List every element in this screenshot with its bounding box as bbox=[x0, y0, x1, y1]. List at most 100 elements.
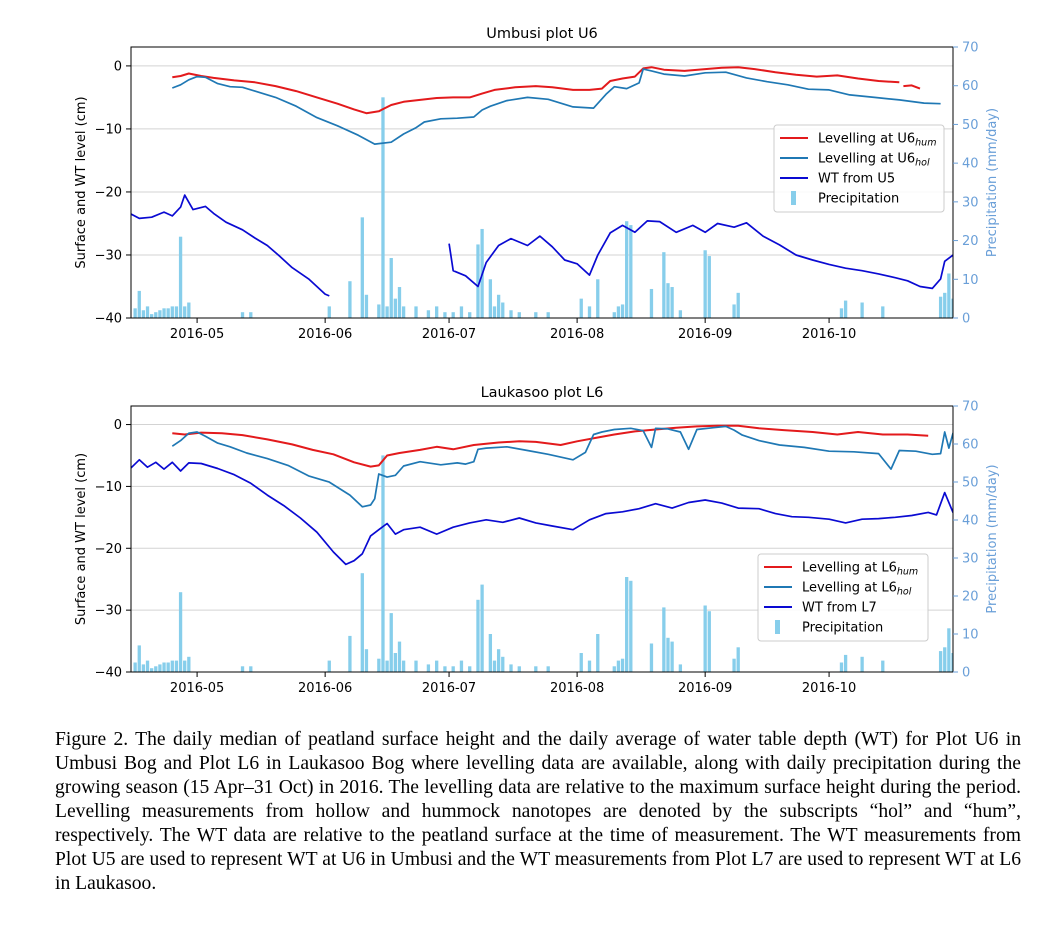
precip-bar bbox=[736, 647, 740, 672]
precip-bar bbox=[703, 250, 707, 318]
series-line-wt bbox=[131, 458, 953, 566]
precip-bar bbox=[414, 306, 418, 318]
legend-label-subscript: hum bbox=[915, 138, 936, 149]
x-tick-label: 2016-05 bbox=[170, 681, 224, 696]
precip-bar bbox=[249, 312, 253, 318]
precip-bar bbox=[501, 302, 505, 318]
legend-label-subscript: hum bbox=[897, 567, 918, 578]
precip-bar bbox=[616, 306, 621, 318]
y-tick-label: −20 bbox=[95, 185, 122, 200]
legend-label-text: Precipitation bbox=[818, 192, 899, 207]
precip-bar bbox=[492, 306, 497, 318]
precip-bar bbox=[141, 310, 146, 318]
y-axis-label: Surface and WT level (cm) bbox=[74, 453, 89, 625]
precip-bar bbox=[955, 304, 958, 318]
precip-bar bbox=[620, 658, 625, 672]
precip-bar bbox=[240, 312, 245, 318]
y2-tick-label: 70 bbox=[962, 41, 979, 56]
axes-frame bbox=[130, 46, 954, 319]
precip-bar bbox=[393, 653, 398, 672]
precip-bar bbox=[150, 314, 154, 318]
y2-tick-label: 40 bbox=[962, 157, 979, 172]
precip-bar bbox=[951, 653, 953, 672]
precip-bar bbox=[612, 666, 616, 672]
precip-bar bbox=[397, 641, 402, 672]
precip-bar bbox=[133, 308, 137, 318]
x-tick-label: 2016-10 bbox=[802, 681, 856, 696]
axes-frame bbox=[130, 405, 954, 673]
precip-bar bbox=[480, 584, 484, 672]
legend-box bbox=[773, 124, 945, 213]
precip-bar bbox=[178, 236, 183, 318]
series-line-hum bbox=[172, 66, 921, 115]
precip-bar bbox=[162, 308, 166, 318]
precip-bar bbox=[579, 653, 583, 672]
precip-bar bbox=[732, 658, 736, 672]
precip-bar bbox=[546, 666, 550, 672]
legend-label-text: WT from L7 bbox=[802, 601, 877, 616]
legend-label: Levelling at U6hol bbox=[818, 152, 930, 169]
precip-bar bbox=[839, 662, 844, 672]
y2-tick-label: 60 bbox=[962, 438, 979, 453]
chart-title: Laukasoo plot L6 bbox=[481, 385, 604, 401]
legend-label-text: Levelling at U6 bbox=[818, 152, 915, 167]
y-tick-label: −30 bbox=[95, 604, 122, 619]
precip-bar bbox=[443, 312, 447, 318]
precip-bar bbox=[476, 599, 480, 672]
precip-bar bbox=[414, 660, 418, 672]
precip-bar bbox=[240, 666, 245, 672]
precip-bar bbox=[451, 312, 455, 318]
x-tick-label: 2016-09 bbox=[678, 327, 732, 342]
precip-bar bbox=[678, 664, 683, 672]
precip-bar bbox=[166, 662, 170, 672]
x-tick-label: 2016-08 bbox=[550, 681, 604, 696]
precip-bar bbox=[860, 302, 864, 318]
precip-bar bbox=[839, 308, 844, 318]
precip-bar bbox=[360, 217, 364, 318]
y2-tick-label: 30 bbox=[962, 195, 979, 210]
y-tick-label: 0 bbox=[114, 418, 122, 433]
precip-bar bbox=[670, 641, 674, 672]
precip-bar bbox=[468, 666, 472, 672]
y2-tick-label: 10 bbox=[962, 273, 979, 288]
precip-bar bbox=[137, 290, 141, 318]
precip-bar bbox=[501, 656, 505, 672]
precip-bar bbox=[666, 283, 670, 318]
y2-tick-label: 50 bbox=[962, 118, 979, 133]
precip-bar bbox=[579, 298, 583, 318]
precip-bar bbox=[517, 312, 521, 318]
precip-bar bbox=[426, 310, 431, 318]
y2-axis-label: Precipitation (mm/day) bbox=[985, 108, 1000, 257]
precip-bar bbox=[587, 660, 592, 672]
precip-bar bbox=[666, 637, 670, 672]
precip-bar bbox=[629, 225, 633, 318]
figure: 0 −10 −20 −30 −40 0 10 20 30 40 50 60 70 2016-05 2016-… bbox=[74, 26, 1000, 696]
precip-bar bbox=[174, 306, 179, 318]
precip-bar bbox=[943, 292, 947, 318]
precip-bar bbox=[938, 296, 943, 318]
legend-swatch-bar bbox=[791, 191, 796, 205]
y2-tick-label: 60 bbox=[962, 79, 979, 94]
y2-tick-label: 10 bbox=[962, 628, 979, 643]
precip-bar bbox=[459, 660, 464, 672]
precip-bar bbox=[843, 654, 848, 672]
precip-bar bbox=[649, 643, 654, 672]
precip-bar bbox=[616, 660, 621, 672]
precip-bar bbox=[707, 611, 711, 672]
y2-tick-label: 20 bbox=[962, 234, 979, 249]
legend-label-text: WT from U5 bbox=[818, 172, 895, 187]
legend-box bbox=[757, 553, 929, 642]
legend-label-text: Levelling at L6 bbox=[802, 561, 897, 576]
plot-area bbox=[131, 424, 953, 672]
precip-bar bbox=[620, 304, 625, 318]
precip-bar bbox=[137, 645, 141, 672]
precip-bar bbox=[170, 306, 174, 318]
y2-tick-label: 50 bbox=[962, 476, 979, 491]
figure-caption: Figure 2. The daily median of peatland s… bbox=[55, 729, 1021, 894]
precip-bar bbox=[860, 656, 864, 672]
plot-area bbox=[131, 66, 958, 318]
precip-bar bbox=[670, 287, 674, 318]
x-tick-label: 2016-07 bbox=[422, 327, 476, 342]
x-tick-label: 2016-06 bbox=[298, 681, 352, 696]
